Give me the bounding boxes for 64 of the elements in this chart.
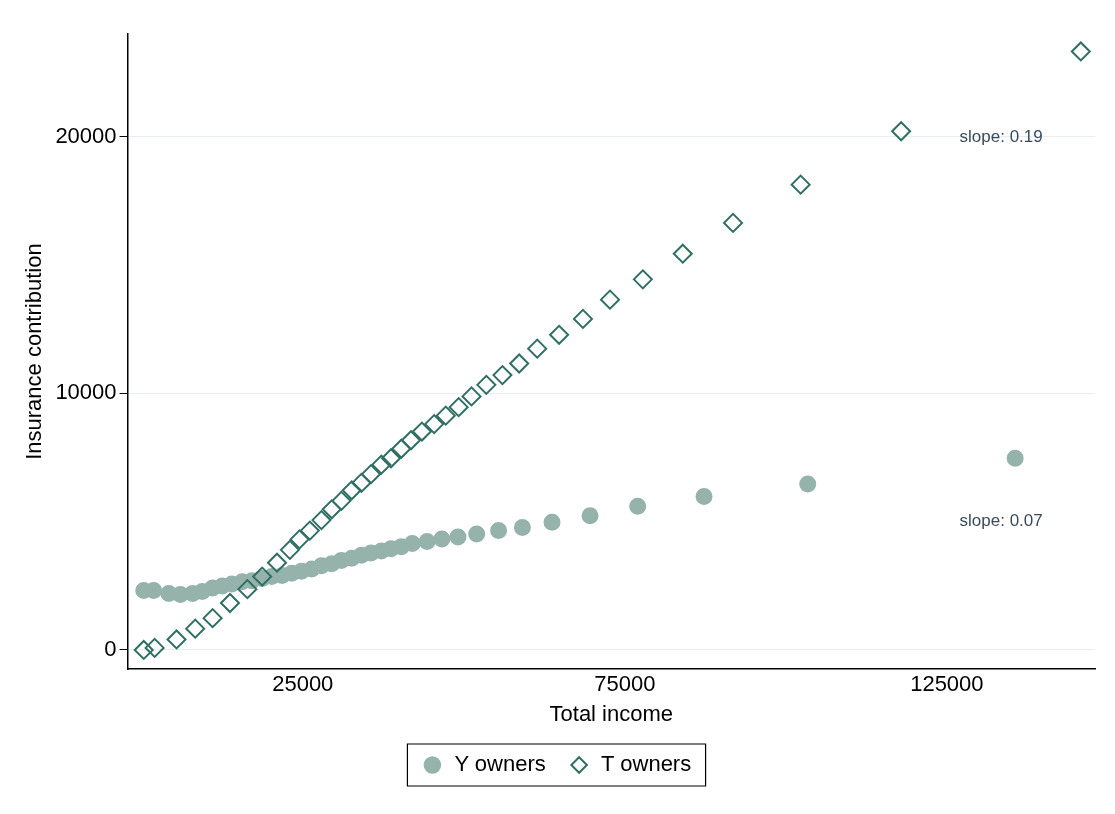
point xyxy=(509,353,530,374)
point xyxy=(790,174,811,195)
point xyxy=(321,499,342,520)
y-tick-label: 10000 xyxy=(55,379,117,405)
point xyxy=(799,475,817,493)
legend-label: Y owners xyxy=(454,751,546,777)
point xyxy=(448,397,469,418)
point xyxy=(166,629,187,650)
point xyxy=(723,212,744,233)
point xyxy=(600,289,620,310)
annotation: slope: 0.07 xyxy=(959,510,1043,530)
point xyxy=(219,592,240,613)
legend-label: T owners xyxy=(601,751,692,777)
point xyxy=(299,520,320,541)
point xyxy=(418,532,436,550)
point xyxy=(461,386,482,407)
point xyxy=(341,480,362,501)
point xyxy=(581,507,599,525)
point xyxy=(403,534,421,552)
y-tick-label: 0 xyxy=(104,636,117,662)
point xyxy=(490,522,508,540)
point xyxy=(629,497,647,515)
point xyxy=(527,338,548,359)
point xyxy=(279,539,300,560)
point xyxy=(695,487,713,505)
x-axis-title: Total income xyxy=(549,700,674,726)
point xyxy=(632,269,653,290)
point xyxy=(391,438,412,459)
point xyxy=(371,454,392,475)
point xyxy=(891,121,912,142)
point xyxy=(549,324,570,345)
annotation: slope: 0.19 xyxy=(959,126,1043,146)
point xyxy=(311,510,332,531)
point xyxy=(672,243,693,264)
point xyxy=(400,430,421,451)
y-tick-label: 20000 xyxy=(55,122,117,148)
x-tick-label: 125000 xyxy=(910,671,984,697)
y-axis-title: Insurance contribution xyxy=(21,243,47,460)
point xyxy=(435,405,456,426)
point xyxy=(351,472,372,493)
point xyxy=(433,530,451,548)
x-tick-label: 25000 xyxy=(272,671,334,697)
point xyxy=(572,308,593,329)
point xyxy=(267,552,288,573)
point xyxy=(424,414,445,435)
point xyxy=(411,421,432,442)
point xyxy=(449,528,467,546)
point xyxy=(361,464,382,485)
point xyxy=(1006,449,1024,467)
point xyxy=(492,365,513,386)
point xyxy=(513,519,531,537)
point xyxy=(543,513,561,531)
point xyxy=(133,639,154,660)
point xyxy=(381,448,402,469)
point xyxy=(185,618,206,639)
point xyxy=(289,529,310,550)
point xyxy=(1070,41,1091,62)
x-tick-label: 75000 xyxy=(594,671,656,697)
point xyxy=(144,637,165,658)
point xyxy=(331,490,352,511)
point xyxy=(202,608,223,629)
point xyxy=(468,525,486,543)
point xyxy=(237,579,258,600)
point xyxy=(476,374,497,395)
